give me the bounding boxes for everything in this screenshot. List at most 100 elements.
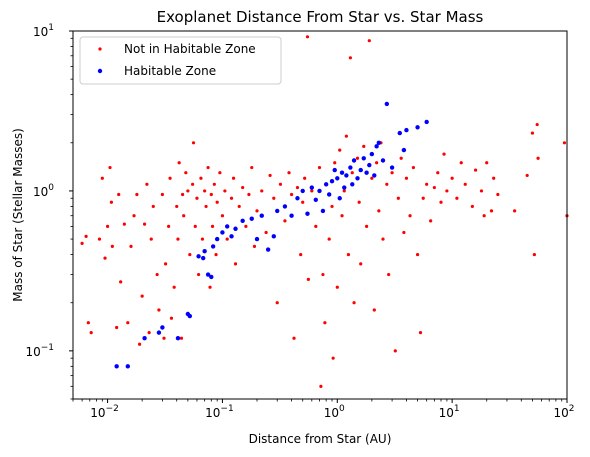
point-not-habitable-1 — [84, 234, 88, 238]
point-habitable-27 — [289, 213, 294, 218]
point-not-habitable-93 — [319, 384, 323, 388]
point-not-habitable-123 — [387, 272, 391, 277]
point-not-habitable-87 — [303, 176, 307, 180]
point-not-habitable-158 — [535, 122, 539, 127]
point-not-habitable-129 — [404, 176, 409, 180]
point-habitable-49 — [364, 170, 369, 175]
point-not-habitable-153 — [496, 192, 500, 197]
point-not-habitable-118 — [375, 161, 379, 165]
point-not-habitable-43 — [188, 252, 192, 257]
point-habitable-63 — [332, 167, 337, 173]
point-habitable-50 — [367, 162, 372, 168]
x-tick-label-4: 102 — [553, 404, 574, 420]
point-habitable-8 — [196, 254, 201, 259]
point-not-habitable-12 — [117, 192, 121, 197]
point-not-habitable-47 — [195, 196, 199, 200]
point-habitable-30 — [305, 211, 310, 216]
chart-title: Exoplanet Distance From Star vs. Star Ma… — [157, 8, 484, 26]
point-not-habitable-143 — [455, 196, 459, 200]
point-not-habitable-51 — [203, 189, 207, 193]
point-not-habitable-71 — [250, 165, 254, 170]
point-not-habitable-144 — [459, 161, 463, 165]
point-not-habitable-46 — [193, 224, 197, 229]
point-not-habitable-131 — [411, 165, 416, 170]
point-not-habitable-61 — [220, 214, 225, 218]
point-not-habitable-60 — [218, 171, 222, 175]
point-habitable-38 — [335, 176, 340, 181]
point-not-habitable-42 — [186, 189, 190, 193]
plot-frame — [72, 30, 568, 400]
point-not-habitable-45 — [191, 141, 196, 145]
point-habitable-23 — [265, 247, 271, 252]
point-not-habitable-97 — [327, 237, 331, 241]
point-not-habitable-109 — [352, 301, 356, 305]
point-not-habitable-136 — [429, 219, 433, 223]
point-not-habitable-17 — [132, 214, 136, 218]
point-not-habitable-38 — [179, 336, 184, 340]
x-tick-label-2: 100 — [324, 404, 345, 420]
point-habitable-47 — [358, 167, 363, 173]
point-habitable-26 — [282, 204, 288, 209]
point-not-habitable-117 — [372, 308, 376, 312]
point-not-habitable-7 — [105, 224, 110, 229]
point-not-habitable-113 — [362, 144, 366, 148]
point-not-habitable-150 — [485, 161, 489, 165]
point-not-habitable-137 — [432, 185, 436, 190]
point-not-habitable-115 — [367, 39, 371, 43]
point-not-habitable-3 — [89, 331, 93, 335]
y-tick-label-0: 10−1 — [25, 343, 54, 359]
point-not-habitable-157 — [532, 252, 536, 257]
point-not-habitable-62 — [223, 189, 227, 193]
legend-label-habitable: Habitable Zone — [124, 64, 216, 78]
point-not-habitable-29 — [162, 336, 166, 340]
point-not-habitable-104 — [342, 189, 346, 193]
point-not-habitable-13 — [119, 280, 123, 284]
point-not-habitable-159 — [536, 156, 540, 160]
point-not-habitable-63 — [225, 237, 229, 241]
point-not-habitable-154 — [513, 209, 517, 213]
point-not-habitable-142 — [450, 176, 454, 180]
point-not-habitable-27 — [157, 308, 161, 312]
x-tick-label-0: 10−2 — [90, 404, 119, 420]
point-not-habitable-147 — [473, 168, 478, 172]
point-not-habitable-99 — [331, 356, 335, 360]
point-habitable-1 — [125, 364, 130, 369]
point-habitable-28 — [295, 196, 300, 201]
point-not-habitable-145 — [463, 182, 467, 186]
point-not-habitable-58 — [214, 252, 218, 257]
point-not-habitable-31 — [167, 224, 171, 229]
point-habitable-52 — [372, 173, 377, 178]
point-not-habitable-128 — [402, 230, 406, 235]
legend-label-not-habitable: Not in Habitable Zone — [124, 42, 256, 56]
point-not-habitable-72 — [252, 244, 257, 248]
point-not-habitable-103 — [340, 214, 344, 218]
point-not-habitable-149 — [482, 214, 486, 218]
point-not-habitable-102 — [338, 148, 342, 152]
legend-box — [79, 36, 282, 85]
point-not-habitable-110 — [355, 156, 360, 160]
point-habitable-12 — [209, 274, 214, 280]
point-not-habitable-2 — [86, 321, 90, 325]
point-not-habitable-80 — [283, 219, 287, 223]
point-not-habitable-67 — [237, 204, 241, 209]
point-not-habitable-106 — [346, 252, 351, 257]
point-not-habitable-76 — [268, 173, 272, 178]
point-habitable-24 — [271, 234, 276, 239]
x-tick-label-1: 10−1 — [205, 404, 234, 420]
point-habitable-37 — [329, 179, 335, 184]
point-habitable-18 — [233, 226, 238, 231]
point-not-habitable-138 — [436, 171, 440, 175]
point-not-habitable-35 — [175, 204, 179, 209]
point-not-habitable-14 — [122, 222, 126, 226]
point-not-habitable-86 — [301, 200, 305, 204]
point-not-habitable-92 — [317, 165, 322, 170]
point-habitable-51 — [369, 151, 375, 157]
point-habitable-46 — [355, 176, 360, 181]
point-not-habitable-156 — [530, 131, 535, 135]
point-habitable-43 — [348, 165, 353, 170]
point-not-habitable-30 — [163, 262, 168, 266]
point-not-habitable-6 — [103, 256, 107, 260]
point-habitable-35 — [323, 182, 329, 187]
point-not-habitable-134 — [421, 196, 425, 200]
